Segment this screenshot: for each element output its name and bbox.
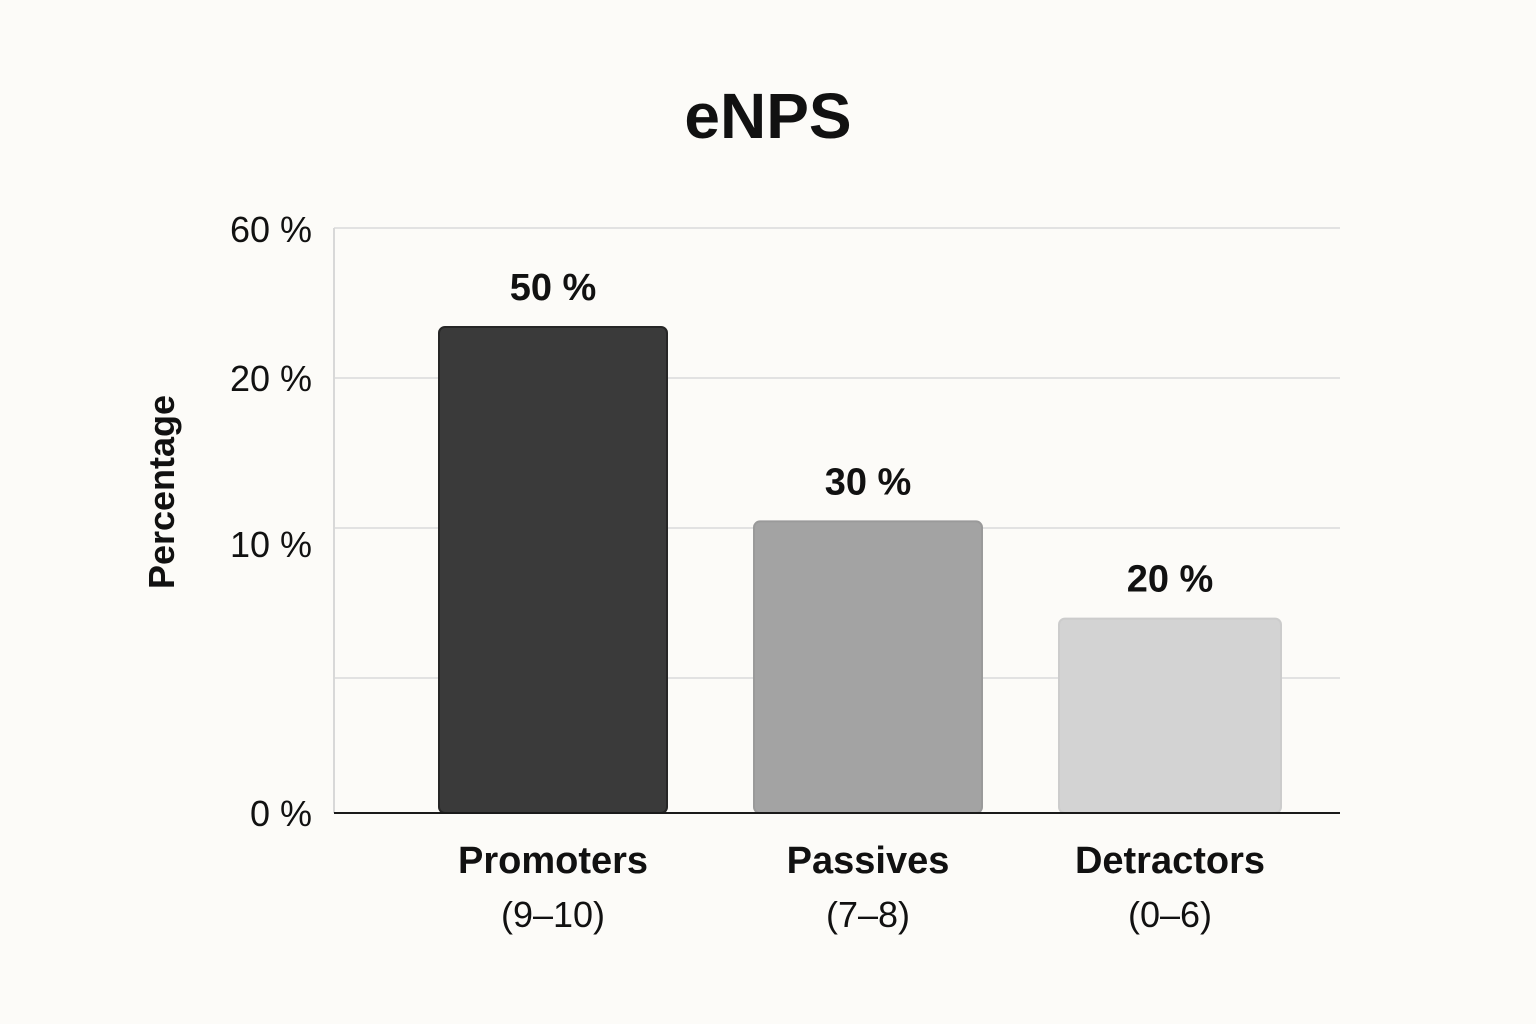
y-tick-label: 0 % (250, 793, 312, 834)
category-sublabel-detractors: (0–6) (1128, 894, 1212, 935)
category-labels: Promoters (9–10) Passives (7–8) Detractors (0… (458, 840, 1265, 935)
y-axis-ticks: 0 % 10 % 20 % 60 % (230, 209, 312, 834)
category-label-passives: Passives (787, 840, 950, 882)
bar-detractors (1058, 617, 1282, 814)
category-sublabel-passives: (7–8) (826, 894, 910, 935)
value-label-detractors: 20 % (1127, 559, 1214, 601)
y-axis-label: Percentage (141, 395, 182, 589)
value-label-passives: 30 % (825, 461, 912, 503)
y-tick-label: 20 % (230, 358, 312, 399)
y-tick-label: 10 % (230, 524, 312, 565)
y-tick-label: 60 % (230, 209, 312, 250)
chart-title: eNPS (684, 80, 851, 152)
bars (438, 326, 1282, 815)
value-labels: 50 % 30 % 20 % (510, 267, 1214, 601)
category-label-detractors: Detractors (1075, 840, 1265, 882)
category-label-promoters: Promoters (458, 840, 648, 882)
value-label-promoters: 50 % (510, 267, 597, 309)
axes (333, 228, 1340, 814)
bar-passives (753, 520, 983, 815)
bar-promoters (438, 326, 668, 814)
category-sublabel-promoters: (9–10) (501, 894, 605, 935)
